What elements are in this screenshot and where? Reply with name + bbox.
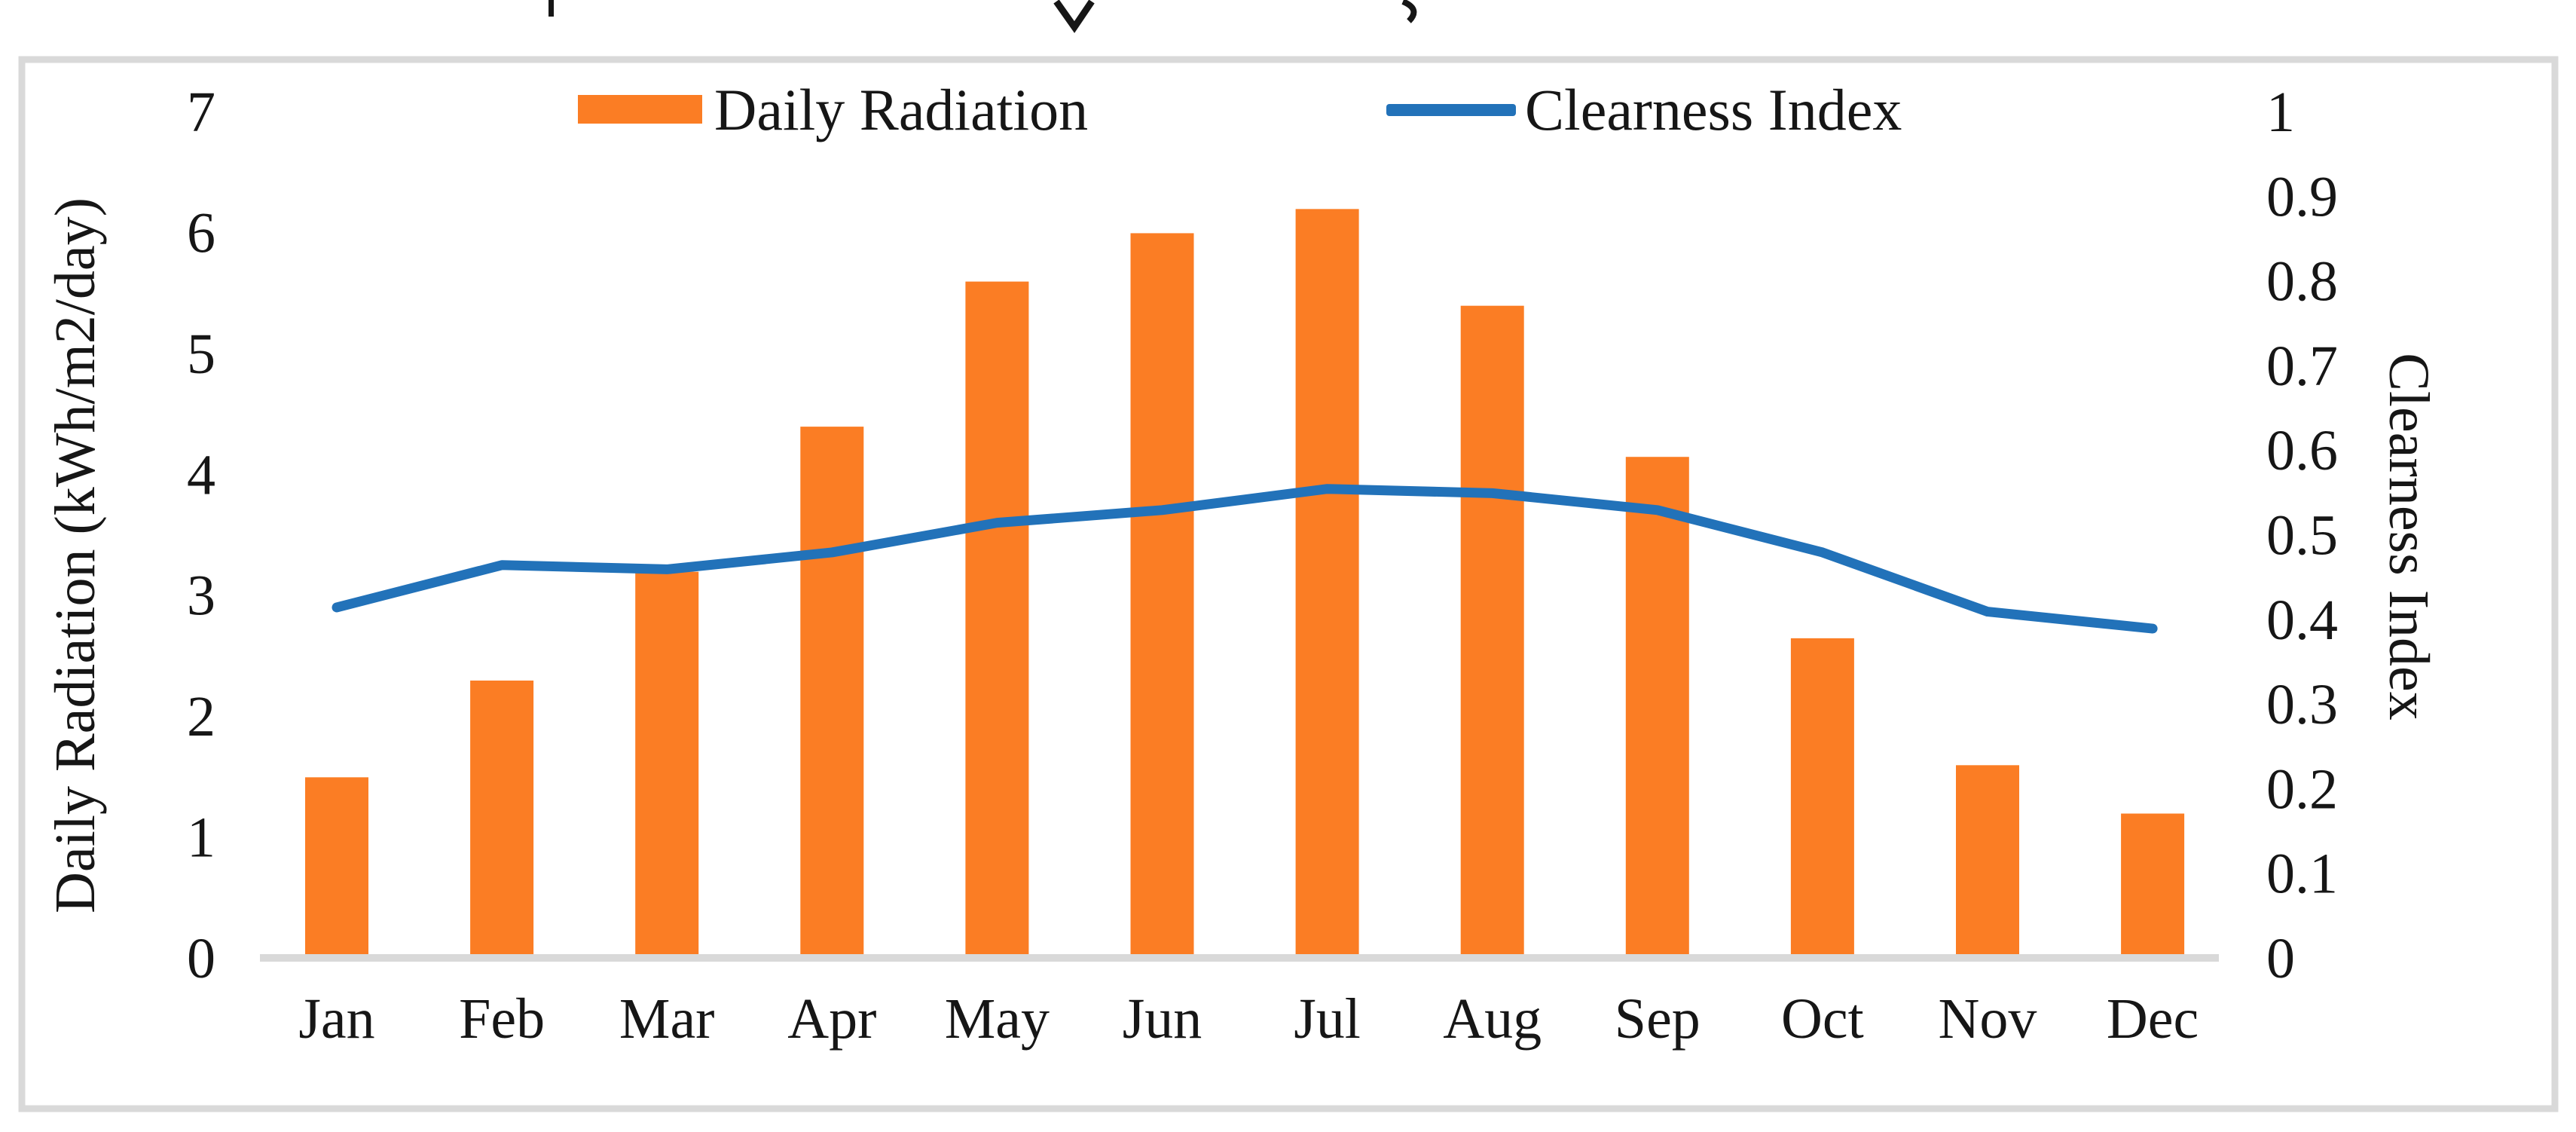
right-tick-label-0.8: 0.8	[2266, 250, 2338, 314]
bar-may	[965, 281, 1029, 959]
month-label-feb: Feb	[459, 987, 545, 1051]
left-tick-label-3: 3	[187, 564, 215, 628]
left-tick-label-1: 1	[187, 806, 215, 870]
month-label-mar: Mar	[619, 987, 715, 1051]
month-label-jan: Jan	[298, 987, 374, 1051]
right-tick-label-0: 0	[2266, 927, 2295, 990]
legend-bar-label: Daily Radiation	[714, 77, 1088, 142]
month-label-aug: Aug	[1443, 987, 1542, 1051]
left-tick-label-6: 6	[187, 201, 215, 265]
bar-nov	[1956, 765, 2019, 959]
cropped-text-fragment	[1053, 0, 1095, 33]
left-tick-label-2: 2	[187, 685, 215, 748]
right-tick-label-0.1: 0.1	[2266, 843, 2338, 906]
month-label-jun: Jun	[1123, 987, 1202, 1051]
bar-series	[305, 209, 2185, 959]
legend-bar-swatch	[578, 95, 702, 124]
right-tick-label-0.4: 0.4	[2266, 589, 2338, 652]
line-series	[332, 484, 2158, 634]
right-tick-label-0.6: 0.6	[2266, 419, 2338, 482]
x-axis-line	[260, 954, 2219, 962]
cropped-text-fragment	[549, 0, 554, 17]
month-label-sep: Sep	[1615, 987, 1701, 1051]
legend-line-label: Clearness Index	[1525, 77, 1902, 142]
month-label-nov: Nov	[1939, 987, 2037, 1051]
legend: Daily Radiation Clearness Index	[578, 77, 1902, 142]
right-tick-label-0.7: 0.7	[2266, 335, 2338, 398]
left-tick-label-7: 7	[187, 81, 215, 144]
right-axis-title: Clearness Index	[2377, 353, 2440, 721]
bar-feb	[470, 681, 534, 959]
right-axis-ticks: 1 0.9 0.8 0.7 0.6 0.5 0.4 0.3 0.2 0.1 0	[2266, 81, 2338, 990]
month-labels: Jan Feb Mar Apr May Jun Jul Aug Sep Oct Nov Dec	[298, 987, 2199, 1051]
cropped-text-fragments	[549, 0, 1417, 33]
right-tick-label-0.3: 0.3	[2266, 673, 2338, 736]
bar-mar	[635, 571, 699, 959]
right-tick-label-0.5: 0.5	[2266, 504, 2338, 568]
left-axis-ticks: 7 6 5 4 3 2 1 0	[187, 81, 215, 990]
month-label-may: May	[945, 987, 1050, 1051]
bar-apr	[800, 427, 864, 959]
left-tick-label-0: 0	[187, 927, 215, 990]
right-tick-label-1: 1	[2266, 81, 2295, 144]
cropped-text-fragment	[1401, 0, 1417, 23]
left-tick-label-4: 4	[187, 443, 215, 506]
bar-jan	[305, 777, 368, 959]
month-label-dec: Dec	[2107, 987, 2199, 1051]
bar-sep	[1625, 457, 1689, 959]
legend-line-swatch	[1386, 104, 1516, 116]
bar-dec	[2121, 813, 2185, 959]
left-tick-label-5: 5	[187, 323, 215, 386]
month-label-apr: Apr	[787, 987, 876, 1051]
clearness-index-line	[332, 484, 2158, 634]
month-label-jul: Jul	[1294, 987, 1361, 1051]
month-label-oct: Oct	[1781, 987, 1864, 1051]
right-tick-label-0.2: 0.2	[2266, 757, 2338, 821]
right-tick-label-0.9: 0.9	[2266, 165, 2338, 228]
bar-oct	[1790, 638, 1854, 959]
left-axis-title: Daily Radiation (kWh/m2/day)	[44, 197, 107, 913]
bar-jun	[1130, 233, 1194, 959]
bar-jul	[1295, 209, 1359, 959]
bar-aug	[1460, 305, 1524, 959]
